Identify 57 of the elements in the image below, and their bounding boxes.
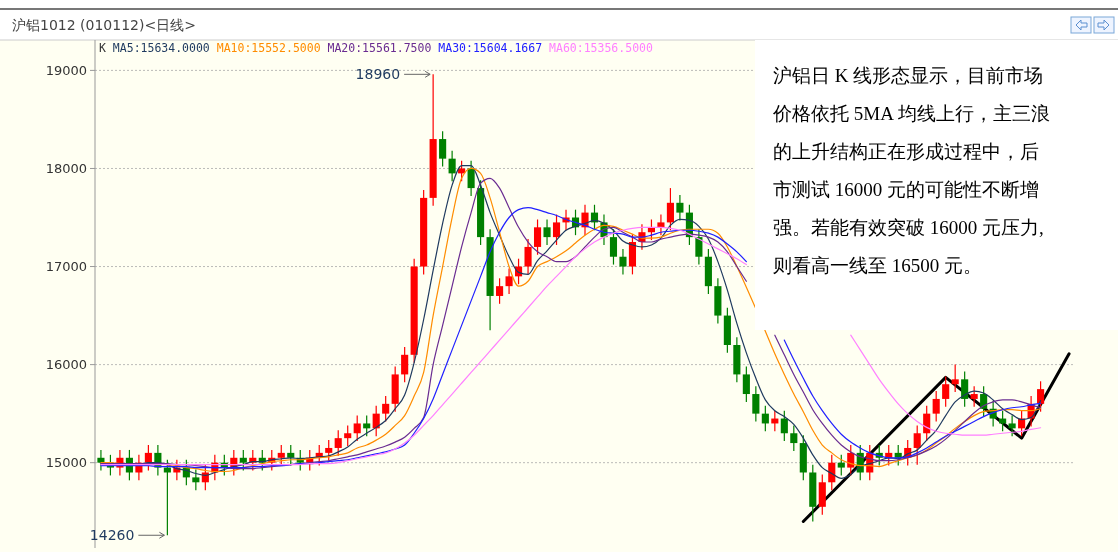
candlestick [344, 424, 352, 447]
candlestick [932, 390, 940, 423]
annotation: 14260 [89, 527, 135, 544]
legend-title: K [99, 41, 113, 55]
candlestick [676, 194, 684, 222]
candlestick [144, 444, 152, 472]
candlestick [752, 385, 760, 423]
candlestick [657, 213, 665, 236]
candlestick [942, 375, 950, 408]
candlestick [1037, 380, 1045, 413]
candlestick [761, 405, 769, 432]
candlestick [666, 187, 674, 231]
candlestick [239, 449, 247, 472]
candlestick [458, 160, 466, 182]
candlestick [325, 439, 333, 462]
candlestick [609, 228, 618, 266]
candlestick [334, 429, 342, 457]
candlestick [467, 160, 475, 197]
candlestick [619, 248, 627, 275]
candlestick [448, 150, 456, 182]
candlestick [1008, 415, 1016, 437]
line-series [801, 352, 1071, 524]
candlestick [961, 370, 969, 408]
candlestick [951, 364, 959, 393]
candlestick [742, 365, 750, 403]
y-tick-label: 16000 [45, 357, 87, 373]
candlestick [913, 424, 921, 466]
candlestick [353, 415, 361, 442]
y-tick-label: 19000 [45, 62, 87, 78]
y-tick-label: 15000 [45, 455, 87, 471]
candlestick [496, 277, 504, 305]
candlestick [192, 468, 200, 491]
candlestick [790, 424, 798, 452]
text: MA10:15552.5000 [216, 41, 328, 55]
text: MA60:15356.5000 [549, 41, 653, 55]
candlestick [837, 454, 845, 477]
text: MA20:15561.7500 [327, 41, 439, 55]
annotation: 18960 [355, 66, 401, 83]
candlestick [970, 385, 978, 408]
candlestick [382, 395, 390, 423]
candlestick [505, 267, 513, 295]
candlestick [552, 213, 561, 246]
candlestick [780, 410, 788, 442]
y-tick-label: 17000 [45, 259, 87, 275]
candlestick [401, 346, 409, 383]
chart-title: 沪铝1012 (010112)<日线> [12, 17, 196, 33]
candlestick [363, 415, 371, 437]
text: MA30:15604.1667 [438, 41, 550, 55]
candlestick [439, 130, 447, 168]
text: MA5:15634.0000 [112, 41, 217, 55]
candlestick [533, 218, 542, 256]
annotation: 沪铝日 K 线形态显示，目前市场价格依托 5MA 均线上行，主三浪的上升结构正在形成过程中，后市测试 16000 元的可能性不断增强。若能有效突破 16000 元压力,则看高一线至 16500 元。 [772, 65, 1050, 276]
candlestick [277, 444, 285, 467]
candlestick [524, 238, 532, 275]
candlestick [695, 228, 703, 266]
candlestick [543, 218, 551, 246]
y-tick-label: 18000 [45, 161, 87, 177]
